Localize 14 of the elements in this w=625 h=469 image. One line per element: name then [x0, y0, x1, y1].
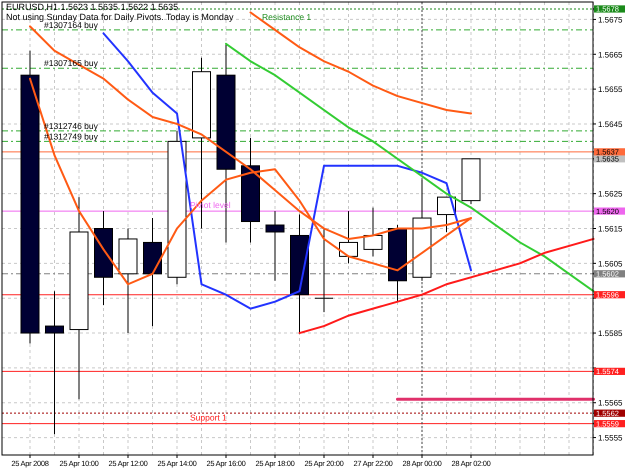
y-tick-label: 1.5585 [598, 329, 624, 338]
y-tick-label: 1.5675 [598, 15, 624, 24]
y-tick-label: 1.5625 [598, 190, 624, 199]
chart-title: EURUSD,H1 1.5623 1.5635 1.5622 1.5635 [6, 2, 178, 12]
text: Not using Sunday Data for Daily Pivots. Today is Monday [6, 12, 234, 22]
ref-line-label: Support 1 [190, 412, 228, 423]
y-tick-label: 1.5655 [598, 85, 624, 94]
y-tick-label: 1.5645 [598, 120, 624, 129]
y-tick-label: 1.5665 [598, 50, 624, 60]
ref-line-label: Resistance 1 [262, 12, 312, 22]
y-tick-label: 1.5565 [598, 398, 624, 408]
y-tick-label: 1.5605 [598, 259, 624, 268]
y-tick-label: 1.5615 [598, 224, 624, 234]
y-tick-label: 1.5555 [598, 434, 624, 443]
